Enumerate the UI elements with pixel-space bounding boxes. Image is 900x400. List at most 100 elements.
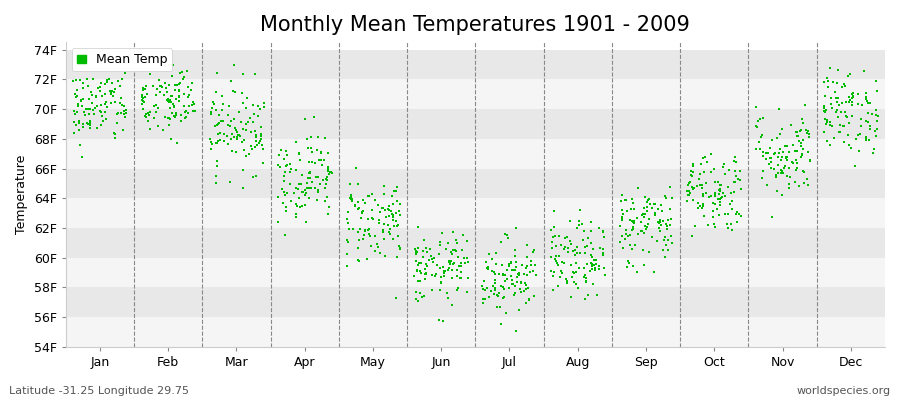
Point (683, 190, 698, 197)
Point (105, 88, 120, 94)
Point (514, 289, 528, 295)
Point (419, 261, 434, 267)
Point (411, 262, 426, 268)
Point (107, 98, 122, 105)
Point (384, 210, 399, 217)
Point (80, 120, 94, 126)
Point (519, 242, 534, 248)
Point (619, 231, 634, 237)
Point (620, 264, 634, 270)
Point (487, 268, 501, 275)
Bar (66, 288, 885, 317)
Point (270, 162, 284, 169)
Point (75, 103, 89, 109)
Point (414, 270, 428, 276)
Point (278, 192, 293, 198)
Point (210, 163, 224, 170)
Point (68, 91, 82, 97)
Point (754, 134, 769, 140)
Point (362, 226, 376, 232)
Point (361, 226, 375, 233)
Point (770, 187, 784, 194)
Point (764, 159, 778, 165)
Point (597, 234, 611, 240)
Point (421, 257, 436, 263)
Point (840, 114, 854, 120)
Point (867, 146, 881, 152)
Point (392, 245, 407, 251)
Point (523, 269, 537, 276)
Point (90, 103, 104, 110)
Point (500, 267, 514, 273)
Point (161, 99, 176, 105)
Point (780, 143, 795, 149)
Point (340, 237, 355, 243)
Point (527, 247, 542, 253)
Point (832, 129, 847, 135)
Point (585, 254, 599, 260)
Point (416, 253, 430, 260)
Point (91, 85, 105, 91)
Point (504, 272, 518, 279)
Point (352, 236, 366, 243)
Point (423, 246, 437, 252)
Point (107, 129, 122, 136)
Point (680, 188, 695, 194)
Point (475, 283, 490, 289)
Point (496, 284, 510, 290)
Point (148, 102, 163, 108)
Point (625, 226, 639, 233)
Point (759, 155, 773, 162)
Point (85, 100, 99, 106)
Point (817, 129, 832, 135)
Point (829, 109, 843, 116)
Point (277, 178, 292, 184)
Point (108, 86, 122, 92)
Point (156, 57, 170, 63)
Point (796, 168, 810, 174)
Point (481, 285, 495, 291)
Point (630, 215, 644, 222)
Point (139, 83, 153, 89)
Point (798, 127, 813, 133)
Point (178, 114, 193, 121)
Point (323, 169, 338, 175)
Point (229, 149, 243, 156)
Point (319, 180, 333, 187)
Point (321, 170, 336, 177)
Point (555, 270, 570, 276)
Point (385, 193, 400, 200)
Point (824, 118, 838, 125)
Point (168, 112, 183, 118)
Point (450, 240, 464, 246)
Point (544, 268, 558, 274)
Point (508, 266, 522, 273)
Point (846, 90, 860, 96)
Point (566, 279, 580, 285)
Point (850, 90, 865, 97)
Point (184, 86, 198, 93)
Point (311, 157, 326, 163)
Point (562, 218, 577, 224)
Point (434, 278, 448, 285)
Point (508, 264, 523, 270)
Point (821, 84, 835, 90)
Point (496, 295, 510, 302)
Point (860, 110, 875, 116)
Bar (66, 317, 885, 347)
Point (725, 206, 740, 212)
Point (703, 151, 717, 157)
Point (799, 176, 814, 183)
Point (515, 262, 529, 268)
Point (203, 146, 218, 152)
Point (454, 269, 469, 275)
Point (244, 143, 258, 150)
Point (409, 288, 423, 295)
Point (621, 232, 635, 239)
Point (230, 129, 244, 136)
Point (248, 144, 262, 150)
Point (295, 203, 310, 209)
Point (167, 86, 182, 93)
Point (495, 262, 509, 268)
Point (482, 294, 496, 301)
